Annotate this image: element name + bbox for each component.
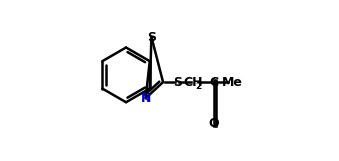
Text: C: C	[209, 76, 218, 89]
Text: S: S	[173, 76, 182, 89]
Text: CH: CH	[183, 76, 203, 89]
Text: O: O	[208, 117, 219, 130]
Text: 2: 2	[195, 82, 201, 91]
Text: Me: Me	[222, 76, 243, 89]
Text: S: S	[147, 31, 156, 43]
Text: N: N	[140, 92, 151, 105]
